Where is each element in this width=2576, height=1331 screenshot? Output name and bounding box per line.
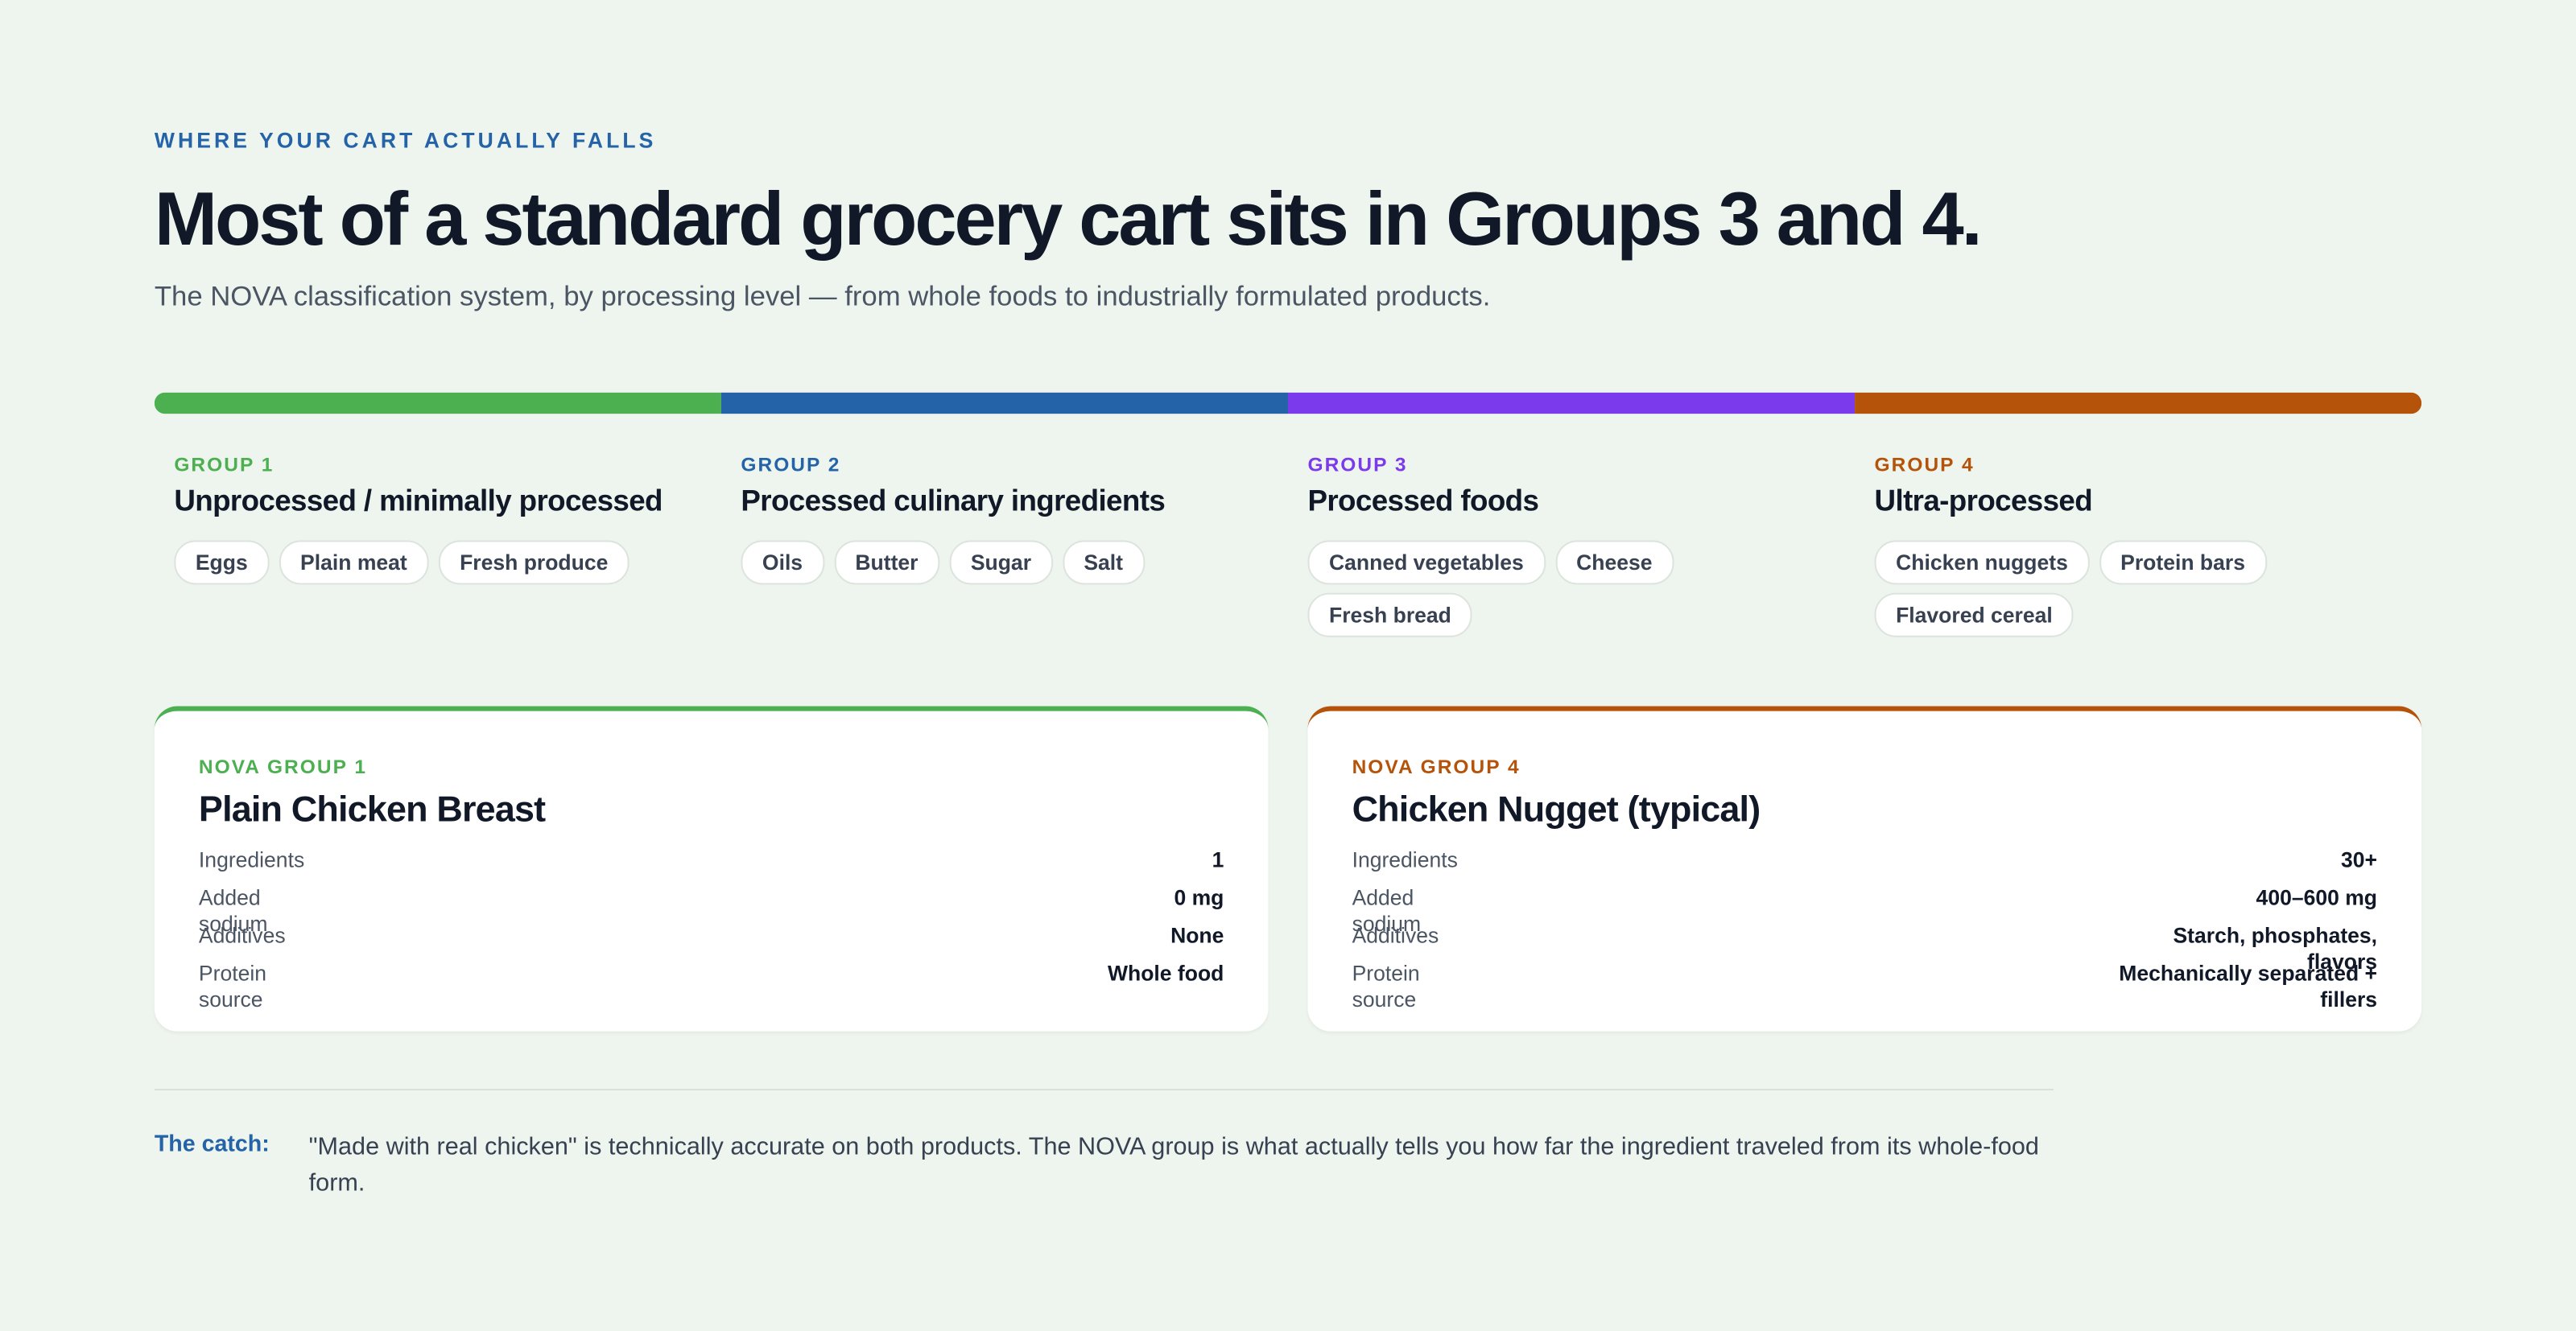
title: Most of a standard grocery cart sits in … [154, 175, 1983, 262]
food-chip: Sugar [949, 540, 1053, 585]
card-row: Ingredients 30+ [1352, 847, 2377, 885]
row-value: Starch, phosphates, flavors [2173, 922, 2378, 975]
food-chip: Salt [1062, 540, 1145, 585]
chip-list: Canned vegetables Cheese Fresh bread [1307, 540, 1835, 637]
row-label: Added sodium [198, 884, 268, 937]
note-text: "Made with real chicken" is technically … [308, 1133, 2039, 1197]
food-chip: Plain meat [279, 540, 429, 585]
group-column: GROUP 4 Ultra-processed Chicken nuggets Pro… [1855, 453, 2421, 637]
row-label: Ingredients [1352, 847, 1458, 872]
group-column: GROUP 3 Processed foods Canned vegetables C… [1288, 453, 1855, 637]
food-chip: Protein bars [2099, 540, 2267, 585]
food-chip: Oils [741, 540, 824, 585]
food-chip: Eggs [174, 540, 270, 585]
group-label: GROUP 2 [741, 453, 841, 476]
row-label: Ingredients [198, 847, 305, 872]
food-chip: Fresh bread [1307, 592, 1473, 637]
food-chip: Fresh produce [438, 540, 630, 585]
card-row: Additives None [199, 923, 1224, 961]
note-label: The catch: [154, 1130, 270, 1156]
card-row: Added sodium 0 mg [198, 884, 1224, 937]
row-value: None [1170, 922, 1224, 948]
row-value: 0 mg [1174, 884, 1224, 910]
group-name: Ultra-processed [1874, 484, 2093, 517]
food-chip: Cheese [1554, 540, 1674, 585]
group-label: GROUP 1 [174, 453, 275, 476]
bar-segment [154, 392, 721, 414]
chip-list: Chicken nuggets Protein bars Flavored cere… [1874, 540, 2402, 637]
food-chip: Canned vegetables [1307, 540, 1546, 585]
card-title: Chicken Nugget (typical) [1352, 788, 1761, 830]
row-value: Mechanically separated + fillers [2119, 960, 2378, 1012]
bar-segment [1287, 392, 1856, 414]
card-row: Protein source Mechanically separated + f… [1352, 960, 2378, 1012]
group-label: GROUP 3 [1307, 453, 1408, 476]
product-card: NOVA GROUP 1 Plain Chicken Breast Ingredie… [154, 706, 1269, 1032]
row-label: Added sodium [1352, 884, 1422, 937]
row-value: 1 [1212, 847, 1224, 872]
card-row: Ingredients 1 [199, 847, 1224, 885]
group-bar [154, 392, 2422, 414]
card-label: NOVA GROUP 4 [1352, 755, 1521, 779]
row-label: Additives [1352, 922, 1439, 948]
product-card: NOVA GROUP 4 Chicken Nugget (typical) Ingr… [1307, 706, 2422, 1032]
bar-segment [720, 392, 1288, 414]
card-title: Plain Chicken Breast [198, 788, 546, 830]
group-label: GROUP 4 [1874, 453, 1975, 476]
bar-segment [1855, 392, 2422, 414]
row-label: Protein source [1352, 960, 1420, 1012]
food-chip: Butter [833, 540, 940, 585]
divider [154, 1089, 2054, 1091]
subtitle: The NOVA classification system, by proce… [154, 280, 1491, 312]
card-label: NOVA GROUP 1 [198, 755, 368, 779]
card-row: Additives Starch, phosphates, flavors [1352, 922, 2378, 975]
card-row: Protein source Whole food [198, 960, 1224, 1012]
row-value: Whole food [1107, 960, 1224, 986]
food-chip: Flavored cereal [1874, 592, 2074, 637]
chip-list: Eggs Plain meat Fresh produce [174, 540, 701, 585]
group-column: GROUP 2 Processed culinary ingredients Oil… [721, 453, 1288, 585]
row-value: 400–600 mg [2256, 884, 2378, 910]
row-label: Additives [198, 922, 286, 948]
row-label: Protein source [198, 960, 267, 1012]
eyebrow: WHERE YOUR CART ACTUALLY FALLS [154, 128, 657, 153]
card-row: Added sodium 400–600 mg [1352, 884, 2378, 937]
row-value: 30+ [2341, 847, 2378, 872]
group-column: GROUP 1 Unprocessed / minimally processed… [155, 453, 721, 585]
group-name: Unprocessed / minimally processed [174, 484, 663, 517]
group-name: Processed foods [1307, 484, 1539, 517]
chip-list: Oils Butter Sugar Salt [741, 540, 1268, 585]
food-chip: Chicken nuggets [1874, 540, 2090, 585]
group-name: Processed culinary ingredients [741, 484, 1166, 517]
